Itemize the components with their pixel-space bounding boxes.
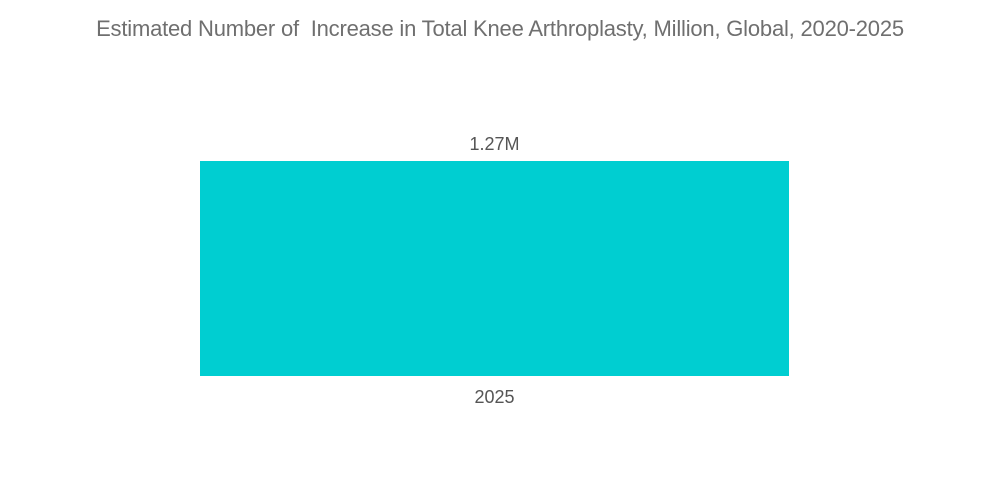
data-label-2025: 1.27M — [469, 134, 519, 154]
bar-2025 — [200, 161, 789, 376]
chart-title: Estimated Number of Increase in Total Kn… — [96, 16, 904, 41]
x-tick-label-2025: 2025 — [474, 387, 514, 407]
